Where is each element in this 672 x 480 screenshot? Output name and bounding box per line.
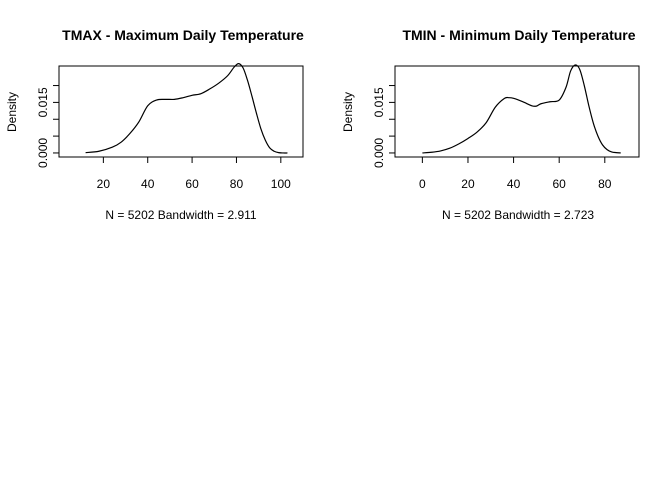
tmin-x-tick-label-0: 0 (419, 177, 426, 191)
tmin-y-tick-label-3: 0.015 (372, 87, 386, 117)
tmax-x-axis (102, 156, 282, 163)
tmin-x-axis (421, 156, 606, 163)
tmin-x-tick-label-1: 20 (461, 177, 475, 191)
tmax-y-tick-label-3: 0.015 (36, 87, 50, 117)
tmax-y-axis-label: Density (5, 92, 19, 132)
tmin-density-curve (422, 64, 621, 154)
tmin-y-axis-label: Density (341, 92, 355, 132)
tmin-y-tick-label-0: 0.000 (372, 138, 386, 168)
tmax-x-tick-label-3: 80 (230, 177, 244, 191)
tmax-x-tick-label-2: 60 (185, 177, 199, 191)
tmax-x-axis-label: N = 5202 Bandwidth = 2.911 (105, 208, 257, 222)
tmax-x-tick-label-0: 20 (97, 177, 111, 191)
tmin-plot-title: TMIN - Minimum Daily Temperature (402, 27, 635, 43)
tmax-density-plot: TMAX - Maximum Daily Temperature N = 520… (5, 27, 304, 222)
tmin-density-plot: TMIN - Minimum Daily Temperature N = 520… (341, 27, 640, 222)
tmax-y-tick-label-0: 0.000 (36, 138, 50, 168)
tmax-x-tick-label-4: 100 (271, 177, 291, 191)
tmax-x-tick-label-1: 40 (141, 177, 155, 191)
tmin-x-tick-label-2: 40 (507, 177, 521, 191)
tmax-y-axis (53, 85, 60, 154)
tmin-x-tick-label-3: 60 (553, 177, 567, 191)
tmin-plot-frame (394, 65, 640, 158)
tmax-plot-title: TMAX - Maximum Daily Temperature (62, 27, 304, 43)
tmin-y-axis (389, 85, 396, 154)
tmin-x-tick-label-4: 80 (598, 177, 612, 191)
tmax-density-curve (85, 63, 288, 154)
tmin-x-axis-label: N = 5202 Bandwidth = 2.723 (442, 208, 594, 222)
